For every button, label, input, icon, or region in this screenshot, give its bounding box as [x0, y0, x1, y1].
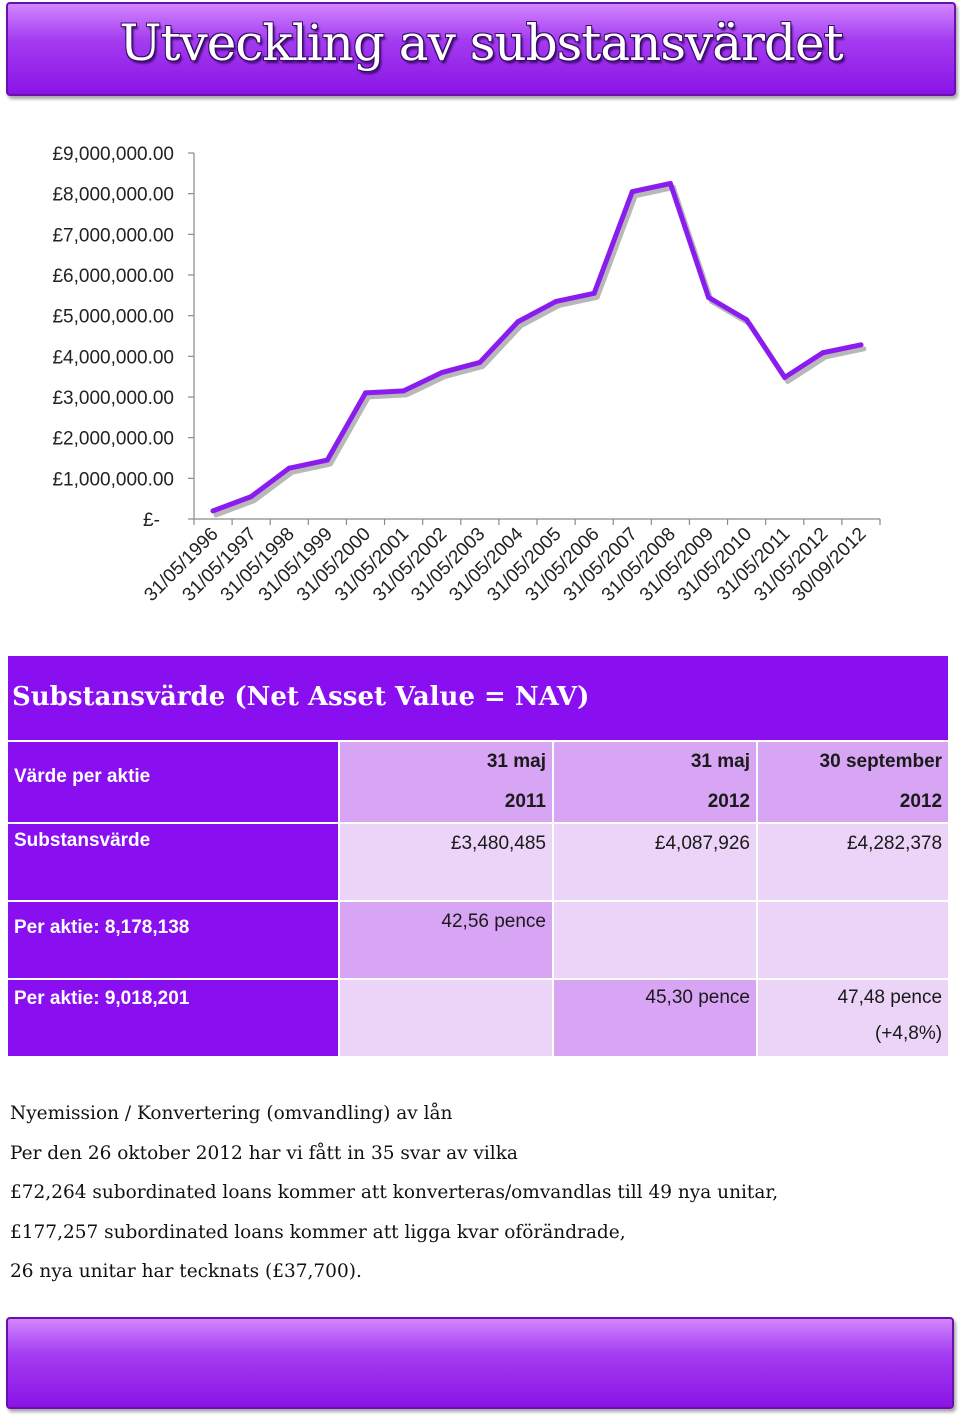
note-line: £72,264 subordinated loans kommer att ko… [10, 1182, 779, 1203]
nav-table: Substansvärde (Net Asset Value = NAV) Vä… [5, 654, 951, 1058]
data-point [591, 290, 597, 296]
data-point [744, 317, 750, 323]
per-share-2-2011 [338, 978, 554, 1058]
data-point [477, 359, 483, 365]
row-label-per-share-1: Per aktie: 8,178,138 [6, 900, 340, 980]
nav-2011: £3,480,485 [338, 822, 554, 902]
notes: Nyemission / Konvertering (omvandling) a… [10, 1094, 778, 1292]
per-share-2-may-2012: 45,30 pence [552, 978, 758, 1058]
data-point [363, 390, 368, 396]
note-line: Per den 26 oktober 2012 har vi fått in 3… [10, 1142, 518, 1164]
data-point [515, 319, 521, 325]
y-tick-label: £9,000,000.00 [52, 144, 174, 165]
table-heading: Substansvärde (Net Asset Value = NAV) [5, 654, 951, 742]
data-point [553, 298, 559, 304]
y-tick-label: £4,000,000.00 [52, 347, 174, 368]
nav-sep-2012: £4,282,378 [755, 822, 951, 902]
data-point [782, 374, 788, 380]
data-point [401, 388, 407, 394]
note-line: 26 nya unitar har tecknats (£37,700). [10, 1261, 362, 1282]
y-tick-label: £5,000,000.00 [52, 307, 174, 328]
data-point [248, 494, 254, 500]
per-share-1-sep-2012 [755, 900, 951, 980]
data-point [324, 457, 330, 463]
data-point [629, 189, 635, 195]
col-header-may-2012: 31 maj 2012 [552, 740, 758, 824]
data-point [210, 508, 216, 514]
page-title: Utveckling av substansvärdet [119, 14, 843, 72]
series-line [210, 181, 864, 514]
data-point [439, 370, 445, 376]
y-tick-label: £1,000,000.00 [52, 469, 174, 490]
row-label-per-share-2: Per aktie: 9,018,201 [6, 978, 340, 1058]
per-share-1-may-2012 [552, 900, 758, 980]
nav-may-2012: £4,087,926 [552, 822, 758, 902]
footer-banner [6, 1317, 954, 1409]
y-tick-label: £6,000,000.00 [52, 266, 174, 287]
data-point [858, 342, 864, 348]
data-point [706, 294, 711, 300]
per-share-2-sep-2012: 47,48 pence (+4,8%) [755, 978, 951, 1058]
y-tick-label: £7,000,000.00 [52, 225, 174, 246]
data-point [667, 181, 673, 186]
y-tick-label: £2,000,000.00 [52, 429, 174, 450]
row-label-value-per-share: Värde per aktie [6, 740, 340, 824]
y-tick-label: £- [143, 510, 160, 531]
col-header-sep-2012: 30 september 2012 [755, 740, 951, 824]
note-line: Nyemission / Konvertering (omvandling) a… [10, 1103, 453, 1124]
data-point [286, 465, 292, 471]
nav-line-chart: £- £1,000,000.00 £2,000,000.00 £3,000,000.0… [52, 144, 881, 606]
data-point [820, 350, 826, 356]
y-tick-label: £8,000,000.00 [52, 185, 174, 206]
note-line: £177,257 subordinated loans kommer att l… [10, 1221, 626, 1243]
per-share-1-2011: 42,56 pence [338, 900, 554, 980]
row-label-nav: Substansvärde [6, 822, 340, 902]
col-header-may-2011: 31 maj 2011 [338, 740, 554, 824]
y-tick-label: £3,000,000.00 [52, 388, 174, 409]
title-banner: Utveckling av substansvärdet [6, 2, 956, 96]
